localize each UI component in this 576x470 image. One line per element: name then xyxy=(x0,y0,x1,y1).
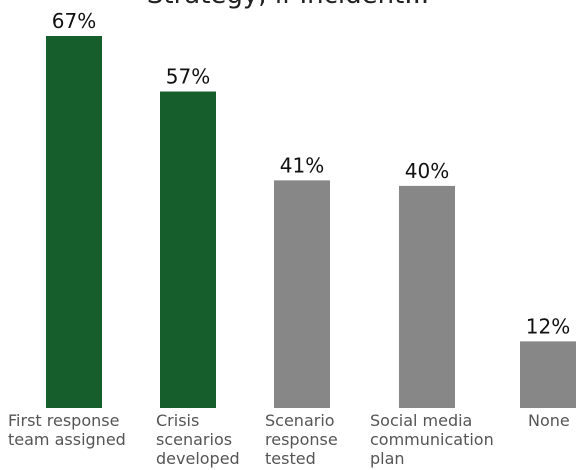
chart-title: Strategy, if Incident... xyxy=(0,0,576,10)
category-label-2: Crisis scenarios developed xyxy=(156,411,240,468)
value-label-5: 12% xyxy=(526,314,570,338)
value-label-1: 67% xyxy=(52,9,96,33)
bar-2 xyxy=(160,91,216,408)
bar-1 xyxy=(46,36,102,408)
value-label-4: 40% xyxy=(405,159,449,183)
bar-5 xyxy=(520,341,576,408)
bar-3 xyxy=(274,180,330,408)
value-label-2: 57% xyxy=(166,65,210,89)
category-label-1: First response team assigned xyxy=(8,411,126,449)
category-label-3: Scenario response tested xyxy=(265,411,338,468)
category-label-5: None xyxy=(528,411,570,430)
category-label-4: Social media communication plan xyxy=(370,411,494,468)
bar-4 xyxy=(399,185,455,408)
value-label-3: 41% xyxy=(280,153,324,177)
